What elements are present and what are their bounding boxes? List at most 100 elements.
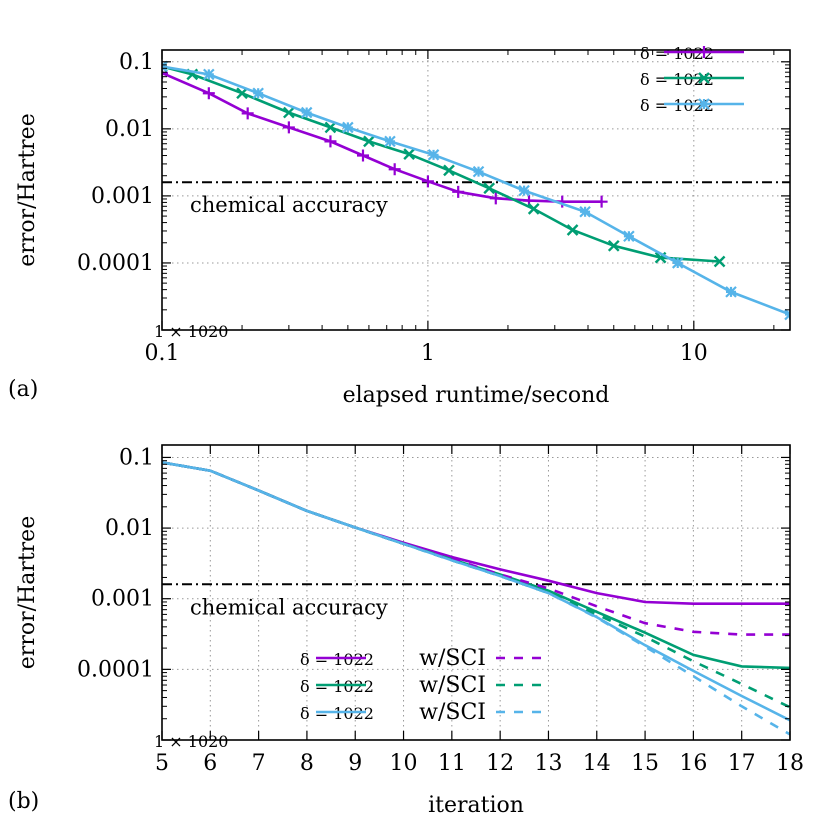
series-line-0 — [162, 461, 790, 605]
panel-label-b: (b) — [8, 789, 39, 814]
series-2-point — [384, 135, 396, 148]
series-1-point — [713, 255, 726, 268]
series-2-point — [725, 286, 737, 298]
x-tick-label: 6 — [203, 751, 217, 776]
x-axis-label: iteration — [428, 793, 524, 818]
x-tick-label: 11 — [438, 751, 466, 776]
x-tick-label: 12 — [486, 751, 514, 776]
y-tick-label-exponent: 20 — [208, 322, 228, 341]
series-0-point — [421, 175, 434, 188]
series-1-point — [527, 203, 540, 215]
x-tick-label: 18 — [776, 751, 804, 776]
y-tick-label-exponent: 20 — [208, 732, 228, 751]
grid — [162, 445, 790, 740]
x-tick-label: 0.1 — [145, 341, 180, 366]
legend-marker — [698, 72, 710, 84]
legend-label: w/SCI — [419, 673, 486, 698]
chemical-accuracy-label: chemical accuracy — [190, 193, 388, 217]
series-2-point — [671, 257, 684, 269]
legend-label: δ = 1022 — [300, 677, 374, 696]
x-tick-label: 17 — [728, 751, 756, 776]
x-tick-label: 5 — [155, 751, 169, 776]
y-tick-label: 0.001 — [91, 587, 154, 612]
series-line-2 — [162, 65, 790, 316]
y-axis-label: error/Hartree — [15, 113, 40, 266]
x-tick-label: 16 — [679, 751, 707, 776]
series-2-point — [472, 165, 485, 178]
x-tick-label: 8 — [300, 751, 314, 776]
series-line-1 — [162, 461, 790, 670]
y-tick-label: 0.1 — [119, 50, 154, 75]
series-1-point — [443, 164, 455, 177]
series-0-point — [241, 107, 254, 120]
series-1-point — [483, 182, 496, 195]
ticks — [161, 50, 790, 331]
series-0-point — [356, 149, 369, 162]
series-0-point — [489, 192, 502, 205]
y-tick-label-base: 1 × 10 — [154, 322, 208, 341]
y-tick-label: 0.01 — [105, 117, 154, 142]
series-2-point — [252, 87, 264, 99]
legend-label-base: δ = 10 — [640, 70, 694, 89]
y-axis-label: error/Hartree — [15, 516, 40, 669]
series-2-point — [203, 68, 215, 81]
panel-b: chemical accuracy 0.1 0.01 0.001 0.0001 1 × 1… — [15, 444, 804, 818]
series-2-point — [579, 205, 591, 218]
legend-marker — [698, 46, 710, 58]
ticks — [161, 445, 791, 741]
x-tick-label: 9 — [348, 751, 362, 776]
y-tick-label: 0.0001 — [77, 657, 154, 682]
y-tick-label: 0.1 — [119, 445, 154, 470]
series-2-point — [623, 230, 635, 243]
legend-marker — [698, 98, 710, 110]
plot-area — [162, 461, 790, 736]
legend-label-exponent: 22 — [354, 704, 374, 723]
legend-label: δ = 1022 — [300, 650, 374, 669]
x-tick-label: 14 — [583, 751, 611, 776]
legend-label-base: δ = 10 — [300, 650, 354, 669]
panel-a: chemical accuracy 0.1 0.01 0.001 0.0001 1 × 1… — [15, 44, 791, 408]
legend-label-base: δ = 10 — [640, 96, 694, 115]
legend-label: w/SCI — [419, 700, 486, 725]
y-tick-label: 1 × 1020 — [154, 732, 228, 751]
legend-label-exponent: 22 — [354, 677, 374, 696]
series-0-point — [595, 195, 608, 208]
x-tick-label: 7 — [252, 751, 266, 776]
series-0-point — [162, 67, 168, 80]
plot-frame — [161, 49, 791, 331]
series-line-5 — [162, 461, 790, 736]
y-tick-label: 0.001 — [91, 184, 154, 209]
chemical-accuracy-label: chemical accuracy — [190, 595, 388, 619]
y-tick-label: 0.01 — [105, 516, 154, 541]
legend-label-base: δ = 10 — [300, 704, 354, 723]
legend-label: δ = 1022 — [640, 44, 714, 63]
legend-label-base: δ = 10 — [300, 677, 354, 696]
y-tick-label: 0.0001 — [77, 251, 154, 276]
series-line-1 — [162, 65, 720, 263]
x-tick-label: 15 — [631, 751, 659, 776]
series-1-point — [566, 224, 579, 236]
legend-label: w/SCI — [419, 646, 486, 671]
series-0-point — [452, 185, 465, 198]
series-0-point — [282, 121, 295, 134]
series-1-point — [283, 106, 295, 119]
series-1-point — [324, 121, 337, 134]
grid — [162, 50, 790, 330]
series-2-point — [518, 184, 530, 197]
series-2-point — [427, 149, 440, 161]
legend-label: δ = 1022 — [300, 704, 374, 723]
series-1-point — [236, 87, 248, 100]
series-1-point — [607, 239, 620, 252]
series-2-point — [300, 106, 313, 119]
legend-label-exponent: 22 — [354, 650, 374, 669]
x-axis-label: elapsed runtime/second — [343, 383, 610, 408]
series-0-point — [388, 163, 401, 176]
x-tick-label: 10 — [390, 751, 418, 776]
series-0-point — [324, 135, 337, 148]
plot-area — [162, 60, 790, 321]
y-tick-label: 1 × 1020 — [154, 322, 228, 341]
x-tick-label: 1 — [421, 341, 435, 366]
series-0-point — [202, 87, 215, 100]
y-tick-label-base: 1 × 10 — [154, 732, 208, 751]
